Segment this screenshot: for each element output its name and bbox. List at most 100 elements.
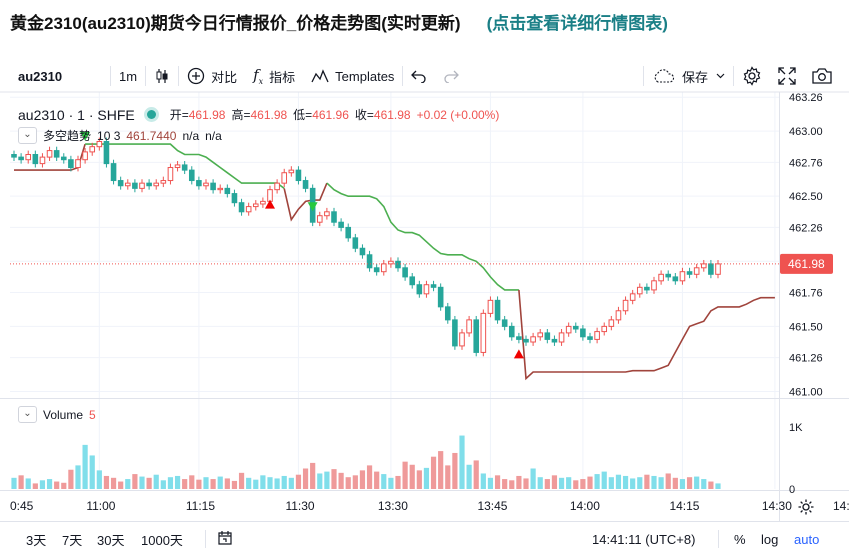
volume-bar [96,470,102,489]
goto-date-icon[interactable] [217,530,233,549]
price-tick-label: 462.26 [789,222,823,234]
volume-bar [317,473,323,489]
time-tick-label: 14:45 [833,499,849,513]
redo-icon [443,69,460,83]
log-toggle[interactable]: log [761,531,779,547]
volume-bar [146,477,152,489]
volume-bar [480,473,486,489]
volume-bar [381,474,387,489]
volume-bar [82,444,88,489]
settings-button[interactable] [734,60,770,92]
volume-bar [160,480,166,489]
open-label: 开= [169,108,189,122]
chart-toolbar: au2310 1m 对比 fx 指标 Templates 保存 [10,60,840,92]
candle [544,328,551,344]
candle [160,176,167,188]
time-tick-label: 11:00 [86,499,115,513]
candle-body [473,319,480,353]
open-value: 461.98 [188,107,226,122]
candle [366,250,373,272]
candle-body [693,267,700,275]
candle-body [25,154,32,161]
candle-body [508,325,515,338]
compare-button[interactable]: 对比 [179,60,245,92]
save-button[interactable]: 保存 [644,60,733,92]
buy-signal-marker [80,131,91,141]
candle-body [459,332,465,347]
candle-body [444,306,451,321]
candle [82,147,88,164]
function-icon: fx [253,66,264,86]
candle [139,179,145,193]
indicators-button[interactable]: fx 指标 [245,60,303,92]
divider [178,66,180,86]
volume-bar [587,476,593,489]
interval-label: 1m [119,68,138,84]
candle-body [196,180,202,187]
volume-bar [324,471,330,489]
candle-style-button[interactable] [146,60,178,92]
candle [644,283,650,294]
candle-body [409,276,416,286]
candle [352,233,359,253]
candle [658,270,664,285]
volume-bar [274,478,280,489]
candle [181,161,188,175]
gear-icon-teeth [798,499,814,515]
percent-toggle[interactable]: % [734,531,746,547]
volume-bar [672,477,678,489]
candle-body [281,172,288,184]
templates-button[interactable]: Templates [303,60,402,92]
volume-bar [182,479,188,489]
price-tick-label: 463.26 [789,92,823,104]
candle [324,207,330,220]
volume-bar [139,476,145,489]
redo-button[interactable] [435,60,467,92]
fullscreen-icon [778,67,796,85]
interval-button[interactable]: 1m [111,60,145,92]
candle [89,142,96,156]
candle-body [153,182,160,187]
candle-body [245,206,252,213]
auto-toggle[interactable]: auto [794,531,820,547]
symbol-search[interactable]: au2310 [10,60,110,92]
candle-body [615,310,622,321]
range-30d[interactable]: 30天 [97,532,125,548]
range-7d[interactable]: 7天 [62,532,83,548]
axis-settings-gear-icon [798,499,814,515]
time-tick-label: 13:45 [477,499,507,513]
candle-body [160,180,167,184]
snapshot-button[interactable] [804,60,840,92]
candle [466,315,472,337]
volume-bar [39,480,46,489]
candle [516,332,522,344]
indicator-name: 多空趋势 [43,129,92,143]
candle [693,263,700,279]
volume-bar [125,479,131,489]
chevron-down-icon[interactable]: ⌄ [18,406,37,423]
range-1000d[interactable]: 1000天 [141,532,183,548]
detail-chart-link[interactable]: (点击查看详细行情图表) [486,14,668,33]
candle-body [146,182,152,187]
range-3d[interactable]: 3天 [26,532,47,548]
candle-body [565,325,572,334]
candle [103,137,110,168]
divider [402,66,404,86]
undo-button[interactable] [403,60,435,92]
candle [679,267,686,285]
fullscreen-button[interactable] [770,60,804,92]
high-label: 高= [231,108,251,122]
candle [409,272,416,289]
candle-body [480,312,487,353]
candle-body [295,169,302,182]
volume-bar [509,480,515,489]
volume-bar [573,480,579,489]
chevron-down-icon[interactable]: ⌄ [18,127,37,144]
volume-bar [267,477,273,489]
candle [174,161,181,172]
candle [622,296,629,315]
volume-bar [416,470,422,489]
candle-body [359,247,366,256]
volume-bar [665,473,671,489]
